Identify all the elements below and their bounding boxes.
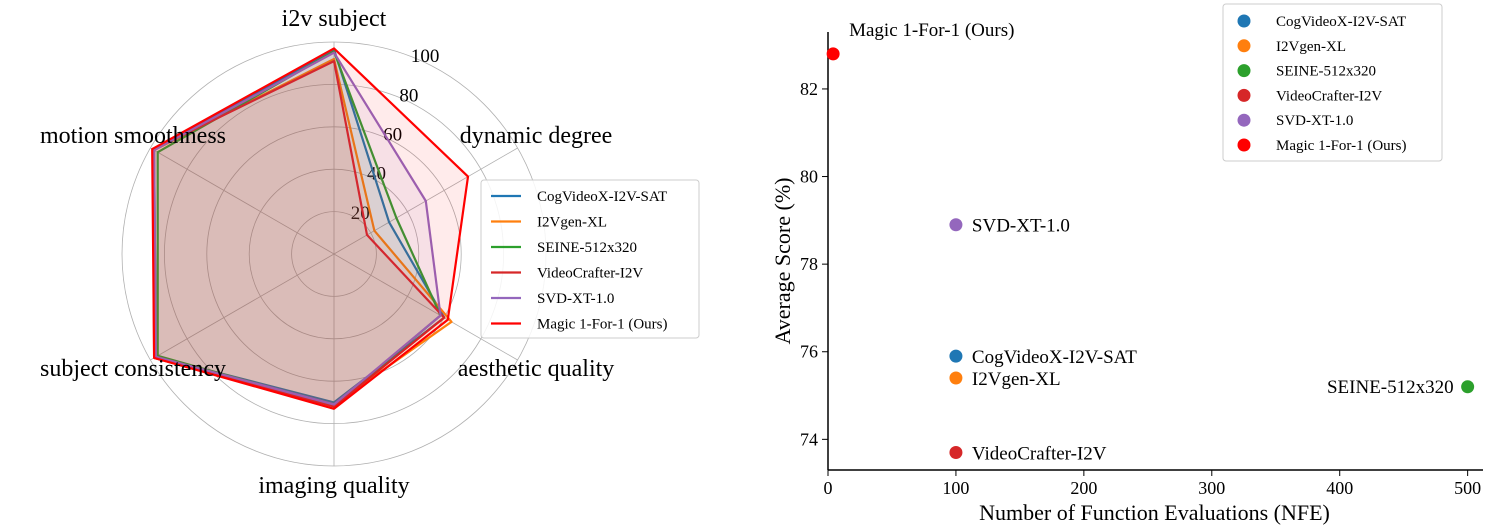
- scatter-legend-marker-seine-512x320: [1237, 64, 1251, 78]
- scatter-legend-label-i2vgen-xl: I2Vgen-XL: [1276, 39, 1346, 55]
- radar-spoke: [333, 253, 518, 361]
- radar-series-svd-xt-1-0: [153, 51, 442, 406]
- scatter-x-tick-label: 300: [1198, 478, 1225, 498]
- scatter-x-axis-title: Number of Function Evaluations (NFE): [979, 500, 1330, 525]
- scatter-point-label-magic-1-for-1-ours: Magic 1-For-1 (Ours): [849, 20, 1014, 41]
- radar-series-magic-1-for-1-ours: [151, 47, 470, 410]
- radar-spoke: [150, 147, 335, 255]
- radar-ring-tick: 80: [399, 85, 418, 106]
- scatter-legend-marker-magic-1-for-1-ours: [1237, 138, 1251, 152]
- scatter-legend-marker-videocrafter-i2v: [1237, 88, 1251, 102]
- scatter-x-tick-label: 100: [942, 478, 969, 498]
- scatter-point-label-seine-512x320: SEINE-512x320: [1327, 377, 1454, 398]
- scatter-x-tick-label: 200: [1070, 478, 1097, 498]
- scatter-legend-marker-i2vgen-xl: [1237, 39, 1251, 53]
- radar-legend-label-seine-512x320: SEINE-512x320: [537, 240, 637, 256]
- scatter-y-tick-label: 76: [800, 342, 818, 362]
- scatter-y-tick-label: 80: [800, 167, 818, 187]
- scatter-point-label-i2vgen-xl: I2Vgen-XL: [972, 369, 1061, 390]
- radar-spoke: [150, 253, 335, 361]
- radar-legend-label-svd-xt-1-0: SVD-XT-1.0: [537, 291, 614, 307]
- radar-legend-box: [480, 179, 700, 339]
- radar-ring-tick: 100: [411, 46, 440, 67]
- scatter-point-svd-xt-1-0: [949, 218, 963, 232]
- scatter-x-tick-label: 500: [1454, 478, 1481, 498]
- scatter-point-label-cogvideox-i2v-sat: CogVideoX-I2V-SAT: [972, 347, 1137, 368]
- scatter-legend-label-videocrafter-i2v: VideoCrafter-I2V: [1276, 88, 1382, 104]
- radar-axis-label-dynamic-degree: dynamic degree: [460, 123, 613, 149]
- radar-legend-label-i2vgen-xl: I2Vgen-XL: [537, 215, 607, 231]
- scatter-legend-label-seine-512x320: SEINE-512x320: [1276, 64, 1376, 80]
- scatter-point-magic-1-for-1-ours: [826, 47, 840, 61]
- scatter-point-seine-512x320: [1461, 380, 1475, 394]
- radar-axis-label-subject-consistency: subject consistency: [40, 356, 226, 382]
- scatter-y-tick-label: 82: [800, 79, 818, 99]
- radar-axis-label-aesthetic-quality: aesthetic quality: [458, 356, 615, 382]
- scatter-y-tick-label: 74: [800, 429, 818, 449]
- radar-legend-label-cogvideox-i2v-sat: CogVideoX-I2V-SAT: [537, 189, 667, 205]
- scatter-x-tick-label: 0: [824, 478, 833, 498]
- radar-axis-label-imaging-quality: imaging quality: [258, 473, 409, 499]
- scatter-point-cogvideox-i2v-sat: [949, 349, 963, 363]
- scatter-legend: CogVideoX-I2V-SAT I2Vgen-XL SEINE-512x320 V…: [1222, 3, 1443, 162]
- scatter-legend-box: [1222, 3, 1443, 162]
- radar-axis-label-motion-smoothness: motion smoothness: [40, 123, 226, 149]
- scatter-point-label-videocrafter-i2v: VideoCrafter-I2V: [972, 443, 1107, 464]
- scatter-legend-marker-svd-xt-1-0: [1237, 113, 1251, 127]
- scatter-point-label-svd-xt-1-0: SVD-XT-1.0: [972, 216, 1070, 237]
- radar-legend-label-magic-1-for-1-ours: Magic 1-For-1 (Ours): [537, 317, 668, 333]
- radar-axis-label-i2v-subject: i2v subject: [282, 6, 387, 32]
- scatter-axes: 0 100 200 300 400 500 74 76 78 80 82 Number of Func…: [770, 32, 1483, 525]
- scatter-y-tick-label: 78: [800, 254, 818, 274]
- radar-legend-label-videocrafter-i2v: VideoCrafter-I2V: [537, 266, 643, 282]
- radar-legend: CogVideoX-I2V-SAT I2Vgen-XL SEINE-512x320 V…: [480, 179, 700, 339]
- scatter-legend-label-magic-1-for-1-ours: Magic 1-For-1 (Ours): [1276, 138, 1407, 154]
- scatter-y-axis-title: Average Score (%): [770, 178, 795, 345]
- scatter-chart: 0 100 200 300 400 500 74 76 78 80 82 Number of Func…: [770, 3, 1483, 525]
- scatter-legend-marker-cogvideox-i2v-sat: [1237, 14, 1251, 28]
- radar-series-group: [151, 47, 470, 410]
- scatter-point-i2vgen-xl: [949, 371, 963, 385]
- scatter-x-tick-label: 400: [1326, 478, 1353, 498]
- radar-axis-labels: i2v subject dynamic degree aesthetic quali…: [40, 6, 614, 499]
- scatter-legend-label-svd-xt-1-0: SVD-XT-1.0: [1276, 113, 1353, 129]
- scatter-point-videocrafter-i2v: [949, 445, 963, 459]
- scatter-legend-label-cogvideox-i2v-sat: CogVideoX-I2V-SAT: [1276, 14, 1406, 30]
